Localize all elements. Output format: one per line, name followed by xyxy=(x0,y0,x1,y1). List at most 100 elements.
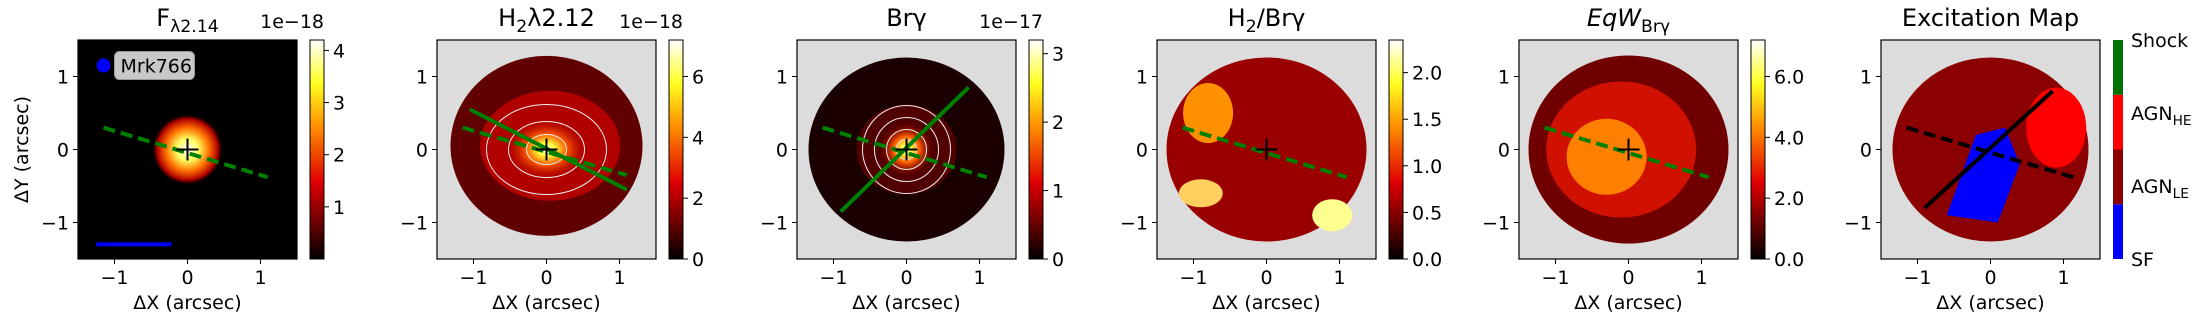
colorbar-tick-label: 2 xyxy=(333,145,345,167)
map-blob xyxy=(1183,83,1234,143)
x-tick-label: 0 xyxy=(1622,267,1634,289)
x-axis-label: ΔX (arcsec) xyxy=(852,292,960,314)
colorbar-segment xyxy=(2113,204,2123,259)
x-tick-label: 1 xyxy=(973,267,985,289)
panel-title-part: /Brγ xyxy=(1257,4,1306,32)
pa-line xyxy=(1181,125,1348,180)
panel-title-part: 2 xyxy=(516,17,527,37)
colorbar-tick-label: 6 xyxy=(692,67,704,89)
y-tick-label: 0 xyxy=(1498,140,1510,162)
pa-line xyxy=(1923,89,2054,210)
colorbar-tick-label: 3 xyxy=(1052,44,1064,66)
scale-bar-label: 268 pc xyxy=(96,218,161,240)
x-tick-label: 0 xyxy=(900,267,912,289)
panel-title: Brγ xyxy=(886,4,927,32)
x-tick-label: 1 xyxy=(254,267,266,289)
colorbar-tick-label: 2 xyxy=(692,188,704,210)
colorbar-tick-label: 1 xyxy=(1052,181,1064,203)
map-blob xyxy=(2026,87,2087,168)
colorbar-tick-label: 2 xyxy=(1052,112,1064,134)
y-tick-label: 1 xyxy=(57,67,69,89)
contour xyxy=(508,121,585,178)
y-tick-label: 0 xyxy=(416,140,428,162)
colorbar-tick-label: 3 xyxy=(333,93,345,115)
contour xyxy=(862,105,951,194)
x-tick-label: −1 xyxy=(100,267,128,289)
colorbar xyxy=(309,39,325,260)
colorbar-offset: 1e−18 xyxy=(260,11,324,33)
map-blob xyxy=(1566,118,1647,195)
panel-title: H2λ2.12 xyxy=(498,4,595,37)
x-tick-label: −1 xyxy=(819,267,847,289)
colorbar xyxy=(1750,39,1766,260)
colorbar-tick-label: 0 xyxy=(1052,249,1064,271)
colorbar-offset: 1e−17 xyxy=(979,11,1043,33)
colorbar-label-part: HE xyxy=(2173,113,2192,129)
map-blob xyxy=(1946,127,2020,223)
y-tick-label: 0 xyxy=(776,140,788,162)
colorbar-segment xyxy=(2113,40,2123,95)
panel-title: EqWBrγ xyxy=(1587,4,1670,37)
x-axis-label: ΔX (arcsec) xyxy=(1574,292,1682,314)
y-axis-label: ΔY (arcsec) xyxy=(11,96,33,203)
colorbar-offset: 1e−18 xyxy=(619,11,683,33)
y-tick-label: 1 xyxy=(1860,67,1872,89)
colorbar-tick-label: 0.0 xyxy=(1412,249,1442,271)
y-tick-label: 1 xyxy=(1498,67,1510,89)
panel-title-part: H xyxy=(498,4,516,32)
panel-title-part: 2 xyxy=(1246,17,1257,37)
y-tick-label: −1 xyxy=(1844,213,1872,235)
panel-title-part: EqW xyxy=(1587,4,1642,32)
x-tick-label: 1 xyxy=(2057,267,2069,289)
colorbar xyxy=(1388,39,1404,260)
colorbar-tick-label: 2.0 xyxy=(1774,188,1804,210)
y-tick-label: −1 xyxy=(400,213,428,235)
legend-box xyxy=(114,51,195,81)
colorbar xyxy=(668,39,684,260)
colorbar-label: Shock xyxy=(2131,30,2188,52)
x-tick-label: 1 xyxy=(613,267,625,289)
y-tick-label: −1 xyxy=(41,213,69,235)
y-tick-label: 0 xyxy=(1860,140,1872,162)
panel-title-part: Brγ xyxy=(1641,17,1670,37)
contour xyxy=(486,104,607,195)
panel-title-part: λ2.12 xyxy=(527,4,595,32)
x-tick-label: 0 xyxy=(1984,267,1996,289)
colorbar-tick-label: 4.0 xyxy=(1774,127,1804,149)
y-tick-label: −1 xyxy=(1120,213,1148,235)
colorbar-tick-label: 0.0 xyxy=(1774,249,1804,271)
colorbar-tick-label: 2.0 xyxy=(1412,63,1442,85)
panel-title-part: λ2.14 xyxy=(170,17,219,37)
colorbar-label-part: SF xyxy=(2131,249,2154,271)
panel-title-part: Excitation Map xyxy=(1902,4,2079,32)
colorbar-tick-label: 0.5 xyxy=(1412,202,1442,224)
panel-title-part: Brγ xyxy=(886,4,927,32)
x-tick-label: 0 xyxy=(540,267,552,289)
panel-title-part: H xyxy=(1228,4,1246,32)
colorbar-label: AGNHE xyxy=(2131,103,2192,129)
x-axis-label: ΔX (arcsec) xyxy=(492,292,600,314)
x-tick-label: −1 xyxy=(1541,267,1569,289)
y-tick-label: 1 xyxy=(416,67,428,89)
legend-label: Mrk766 xyxy=(121,56,192,78)
contour xyxy=(526,134,567,165)
x-axis-label: ΔX (arcsec) xyxy=(1936,292,2044,314)
y-tick-label: 0 xyxy=(57,140,69,162)
pa-line xyxy=(461,125,628,177)
colorbar-tick-label: 1.0 xyxy=(1412,156,1442,178)
colorbar-label-part: AGN xyxy=(2131,103,2173,125)
colorbar-tick-label: 4 xyxy=(692,127,704,149)
x-axis-label: ΔX (arcsec) xyxy=(133,292,241,314)
colorbar-tick-label: 1 xyxy=(333,197,345,219)
y-tick-label: −1 xyxy=(760,213,788,235)
colorbar-segment xyxy=(2113,94,2123,150)
pa-line xyxy=(821,125,988,180)
y-tick-label: 1 xyxy=(776,67,788,89)
x-tick-label: 1 xyxy=(1695,267,1707,289)
colorbar-label: AGNLE xyxy=(2131,176,2189,202)
colorbar-tick-label: 0 xyxy=(692,249,704,271)
colorbar-tick-label: 4 xyxy=(333,40,345,62)
pa-line xyxy=(1543,125,1710,180)
x-tick-label: 0 xyxy=(1260,267,1272,289)
